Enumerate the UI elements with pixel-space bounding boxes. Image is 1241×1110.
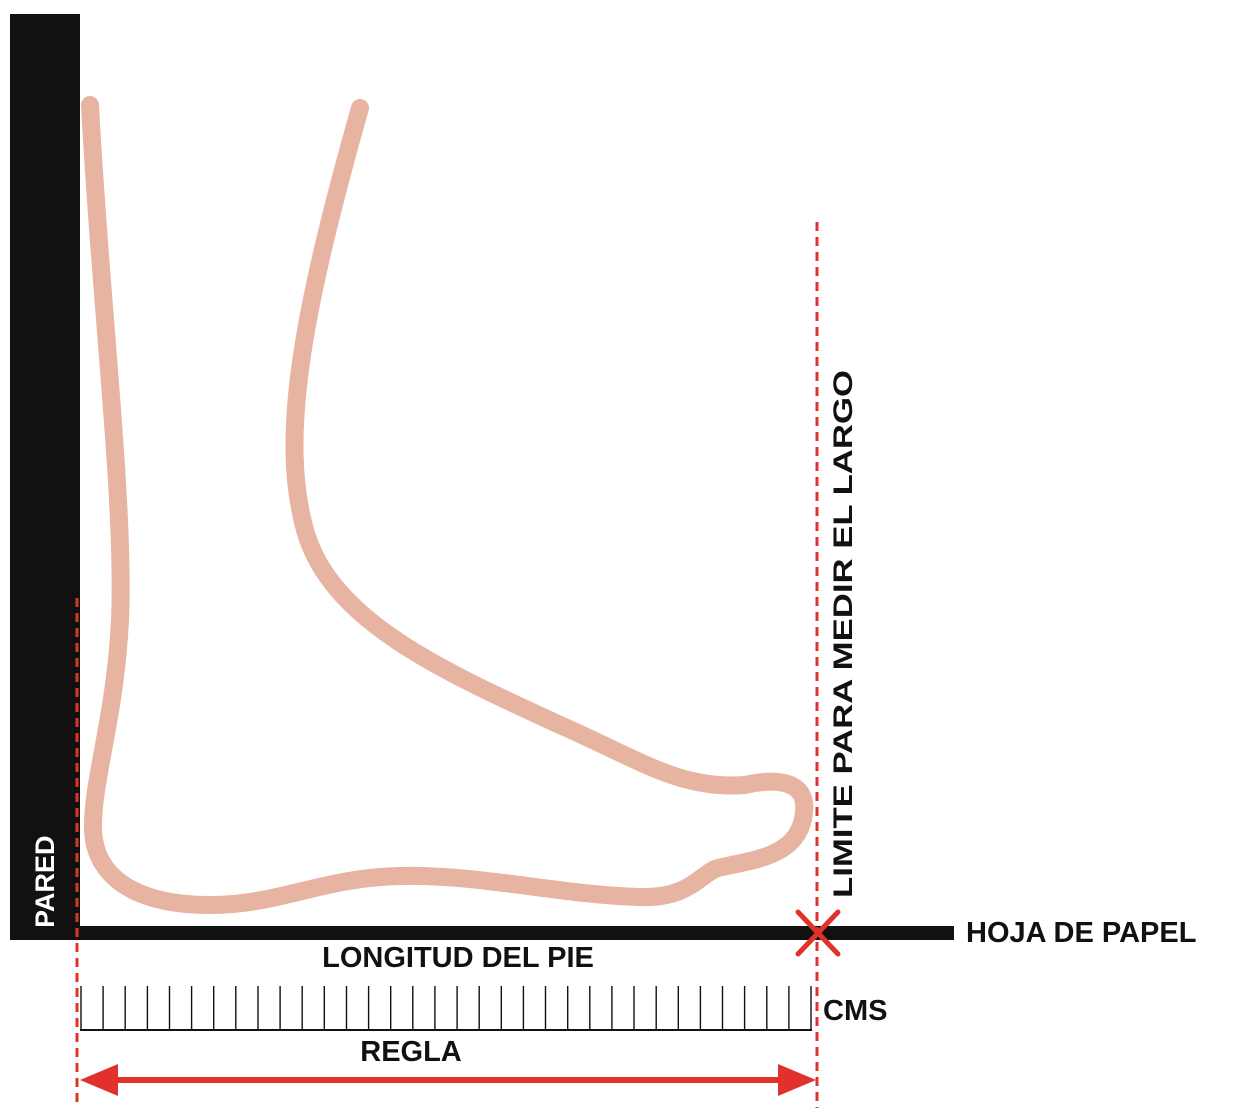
foot-outline	[81, 96, 814, 914]
ruler	[80, 986, 812, 1031]
double-arrow-icon	[80, 1064, 816, 1096]
units-label: CMS	[823, 995, 887, 1027]
x-mark-icon	[795, 909, 841, 957]
wall	[10, 14, 80, 940]
limit-label: LIMITE PARA MEDIR EL LARGO	[828, 370, 858, 898]
foot-length-label: LONGITUD DEL PIE	[322, 942, 594, 974]
wall-label: PARED	[30, 835, 60, 928]
ruler-label: REGLA	[360, 1036, 462, 1068]
paper-sheet-line	[10, 926, 954, 940]
paper-label: HOJA DE PAPEL	[966, 917, 1196, 949]
